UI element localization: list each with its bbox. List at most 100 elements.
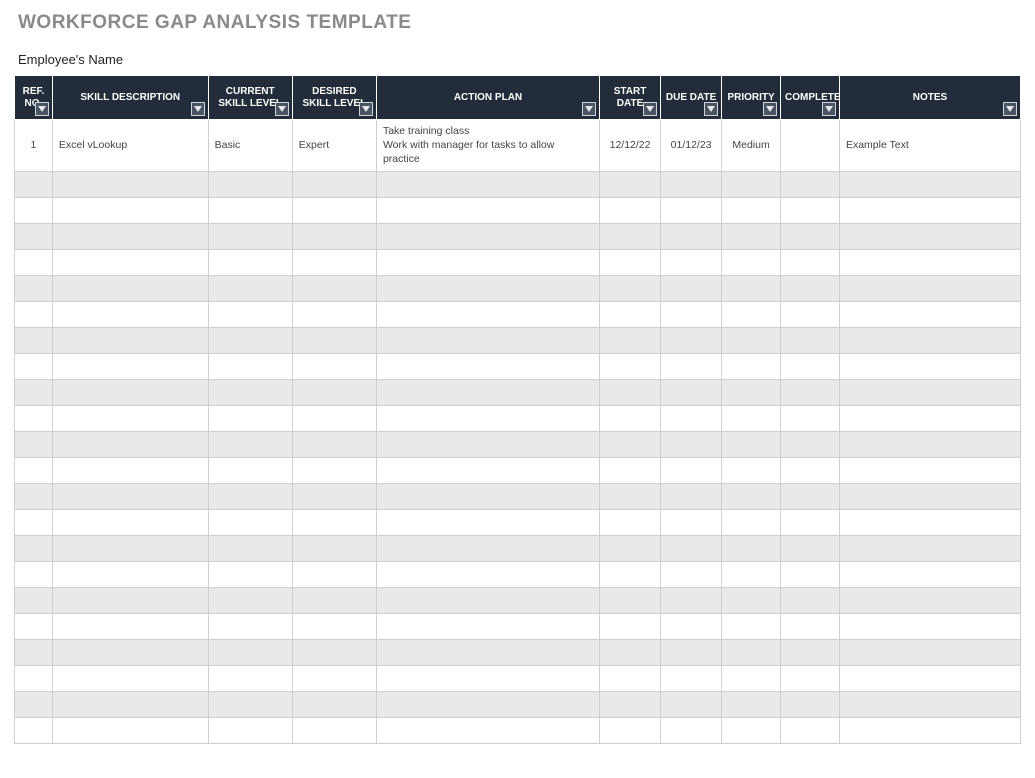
cell-due[interactable] xyxy=(661,171,722,197)
filter-dropdown-icon[interactable] xyxy=(643,102,657,116)
cell-due[interactable] xyxy=(661,509,722,535)
cell-skill[interactable] xyxy=(52,587,208,613)
cell-notes[interactable] xyxy=(839,509,1020,535)
cell-ref_no[interactable] xyxy=(15,327,53,353)
cell-skill[interactable] xyxy=(52,197,208,223)
cell-desired[interactable] xyxy=(292,379,376,405)
cell-notes[interactable]: Example Text xyxy=(839,120,1020,172)
cell-desired[interactable] xyxy=(292,587,376,613)
cell-complete[interactable] xyxy=(781,379,840,405)
cell-due[interactable] xyxy=(661,275,722,301)
cell-complete[interactable] xyxy=(781,587,840,613)
cell-desired[interactable]: Expert xyxy=(292,120,376,172)
cell-ref_no[interactable]: 1 xyxy=(15,120,53,172)
cell-ref_no[interactable] xyxy=(15,301,53,327)
cell-complete[interactable] xyxy=(781,120,840,172)
cell-start[interactable] xyxy=(600,197,661,223)
cell-notes[interactable] xyxy=(839,665,1020,691)
filter-dropdown-icon[interactable] xyxy=(704,102,718,116)
cell-current[interactable] xyxy=(208,665,292,691)
cell-action[interactable] xyxy=(376,509,599,535)
cell-action[interactable] xyxy=(376,197,599,223)
cell-complete[interactable] xyxy=(781,171,840,197)
cell-due[interactable] xyxy=(661,353,722,379)
cell-priority[interactable] xyxy=(722,405,781,431)
cell-due[interactable] xyxy=(661,301,722,327)
cell-start[interactable] xyxy=(600,639,661,665)
cell-start[interactable] xyxy=(600,483,661,509)
cell-notes[interactable] xyxy=(839,301,1020,327)
cell-action[interactable] xyxy=(376,171,599,197)
cell-start[interactable] xyxy=(600,249,661,275)
cell-ref_no[interactable] xyxy=(15,431,53,457)
cell-due[interactable] xyxy=(661,327,722,353)
cell-ref_no[interactable] xyxy=(15,197,53,223)
cell-desired[interactable] xyxy=(292,275,376,301)
cell-start[interactable]: 12/12/22 xyxy=(600,120,661,172)
cell-action[interactable] xyxy=(376,405,599,431)
cell-complete[interactable] xyxy=(781,483,840,509)
cell-desired[interactable] xyxy=(292,509,376,535)
cell-start[interactable] xyxy=(600,301,661,327)
cell-desired[interactable] xyxy=(292,327,376,353)
cell-start[interactable] xyxy=(600,431,661,457)
cell-complete[interactable] xyxy=(781,691,840,717)
cell-priority[interactable] xyxy=(722,457,781,483)
cell-current[interactable] xyxy=(208,613,292,639)
cell-skill[interactable] xyxy=(52,223,208,249)
cell-complete[interactable] xyxy=(781,223,840,249)
cell-current[interactable] xyxy=(208,405,292,431)
cell-skill[interactable] xyxy=(52,561,208,587)
cell-action[interactable] xyxy=(376,327,599,353)
cell-start[interactable] xyxy=(600,457,661,483)
cell-desired[interactable] xyxy=(292,457,376,483)
cell-action[interactable]: Take training classWork with manager for… xyxy=(376,120,599,172)
cell-skill[interactable] xyxy=(52,405,208,431)
cell-complete[interactable] xyxy=(781,639,840,665)
cell-desired[interactable] xyxy=(292,171,376,197)
cell-skill[interactable] xyxy=(52,639,208,665)
cell-ref_no[interactable] xyxy=(15,223,53,249)
cell-complete[interactable] xyxy=(781,197,840,223)
cell-due[interactable] xyxy=(661,613,722,639)
cell-due[interactable] xyxy=(661,405,722,431)
cell-notes[interactable] xyxy=(839,405,1020,431)
cell-action[interactable] xyxy=(376,665,599,691)
cell-ref_no[interactable] xyxy=(15,275,53,301)
cell-start[interactable] xyxy=(600,717,661,743)
filter-dropdown-icon[interactable] xyxy=(822,102,836,116)
cell-due[interactable] xyxy=(661,639,722,665)
cell-due[interactable] xyxy=(661,249,722,275)
cell-priority[interactable] xyxy=(722,275,781,301)
cell-complete[interactable] xyxy=(781,353,840,379)
cell-priority[interactable] xyxy=(722,249,781,275)
cell-skill[interactable]: Excel vLookup xyxy=(52,120,208,172)
cell-due[interactable] xyxy=(661,535,722,561)
cell-skill[interactable] xyxy=(52,483,208,509)
cell-action[interactable] xyxy=(376,535,599,561)
cell-priority[interactable] xyxy=(722,639,781,665)
cell-skill[interactable] xyxy=(52,535,208,561)
cell-start[interactable] xyxy=(600,535,661,561)
cell-start[interactable] xyxy=(600,379,661,405)
cell-skill[interactable] xyxy=(52,691,208,717)
cell-due[interactable] xyxy=(661,587,722,613)
cell-ref_no[interactable] xyxy=(15,561,53,587)
cell-desired[interactable] xyxy=(292,223,376,249)
cell-desired[interactable] xyxy=(292,691,376,717)
cell-skill[interactable] xyxy=(52,171,208,197)
cell-action[interactable] xyxy=(376,353,599,379)
cell-current[interactable] xyxy=(208,353,292,379)
cell-notes[interactable] xyxy=(839,561,1020,587)
cell-ref_no[interactable] xyxy=(15,613,53,639)
cell-priority[interactable] xyxy=(722,717,781,743)
cell-complete[interactable] xyxy=(781,405,840,431)
cell-desired[interactable] xyxy=(292,301,376,327)
cell-priority[interactable] xyxy=(722,691,781,717)
cell-ref_no[interactable] xyxy=(15,639,53,665)
cell-notes[interactable] xyxy=(839,613,1020,639)
cell-start[interactable] xyxy=(600,275,661,301)
cell-complete[interactable] xyxy=(781,275,840,301)
cell-desired[interactable] xyxy=(292,535,376,561)
cell-current[interactable] xyxy=(208,327,292,353)
